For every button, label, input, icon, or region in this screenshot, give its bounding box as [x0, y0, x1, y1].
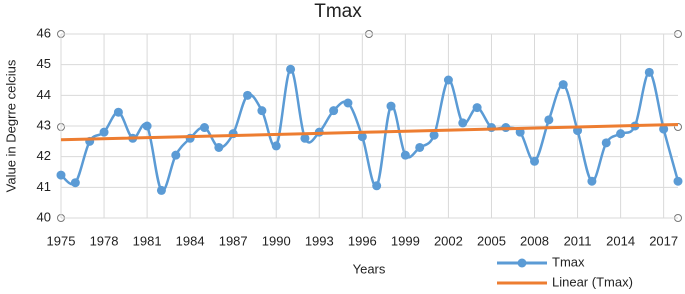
- data-point: [156, 185, 166, 195]
- data-point: [659, 124, 669, 134]
- x-tick-label: 1975: [47, 233, 76, 248]
- y-axis-label: Value in Degrre celcius: [3, 59, 18, 192]
- series-line: [60, 122, 679, 142]
- data-point: [472, 103, 482, 113]
- x-tick-label: 2005: [477, 233, 506, 248]
- data-point: [70, 178, 80, 188]
- data-point: [329, 106, 339, 116]
- data-point: [601, 138, 611, 148]
- x-tick-label: 2008: [520, 233, 549, 248]
- data-point: [99, 127, 109, 137]
- data-point: [300, 133, 310, 143]
- data-point: [199, 123, 209, 133]
- x-tick-label: 2017: [649, 233, 678, 248]
- x-tick-label: 1999: [391, 233, 420, 248]
- data-point: [113, 107, 123, 117]
- data-point: [343, 98, 353, 108]
- x-tick-label: 1990: [262, 233, 291, 248]
- data-point: [429, 130, 439, 140]
- x-tick-label: 1987: [219, 233, 248, 248]
- legend-marker: [517, 258, 527, 268]
- x-axis-label: Years: [353, 261, 386, 276]
- x-tick-label: 1981: [133, 233, 162, 248]
- data-point: [544, 115, 554, 125]
- data-point: [56, 170, 66, 180]
- x-tick-label: 1984: [176, 233, 205, 248]
- data-point: [286, 64, 296, 74]
- y-tick-label: 44: [37, 87, 51, 102]
- data-point: [587, 176, 597, 186]
- data-point: [372, 181, 382, 191]
- x-tick-label: 2014: [606, 233, 635, 248]
- data-point: [616, 129, 626, 139]
- chart-title: Tmax: [314, 1, 362, 22]
- data-point: [243, 90, 253, 100]
- y-tick-label: 42: [37, 148, 51, 163]
- x-tick-label: 2002: [434, 233, 463, 248]
- data-point: [644, 67, 654, 77]
- y-tick-label: 43: [37, 117, 51, 132]
- y-tick-label: 46: [37, 25, 51, 40]
- data-point: [458, 118, 468, 128]
- data-point: [386, 101, 396, 111]
- data-point: [558, 80, 568, 90]
- data-point: [214, 142, 224, 152]
- y-tick-label: 45: [37, 56, 51, 71]
- data-point: [415, 142, 425, 152]
- data-point: [257, 106, 267, 116]
- data-point: [530, 156, 540, 166]
- data-point: [400, 150, 410, 160]
- x-tick-label: 1996: [348, 233, 377, 248]
- data-point: [357, 132, 367, 142]
- y-tick-label: 40: [37, 209, 51, 224]
- x-tick-label: 2011: [564, 233, 592, 248]
- data-point: [142, 121, 152, 131]
- legend-label: Tmax: [552, 254, 585, 269]
- x-tick-label: 1978: [90, 233, 119, 248]
- data-point: [673, 176, 683, 186]
- legend-label: Linear (Tmax): [552, 274, 633, 289]
- data-point: [271, 141, 281, 151]
- y-tick-label: 41: [37, 179, 51, 194]
- x-tick-label: 1993: [305, 233, 334, 248]
- data-point: [443, 75, 453, 85]
- series-line: [60, 68, 680, 192]
- data-point: [171, 150, 181, 160]
